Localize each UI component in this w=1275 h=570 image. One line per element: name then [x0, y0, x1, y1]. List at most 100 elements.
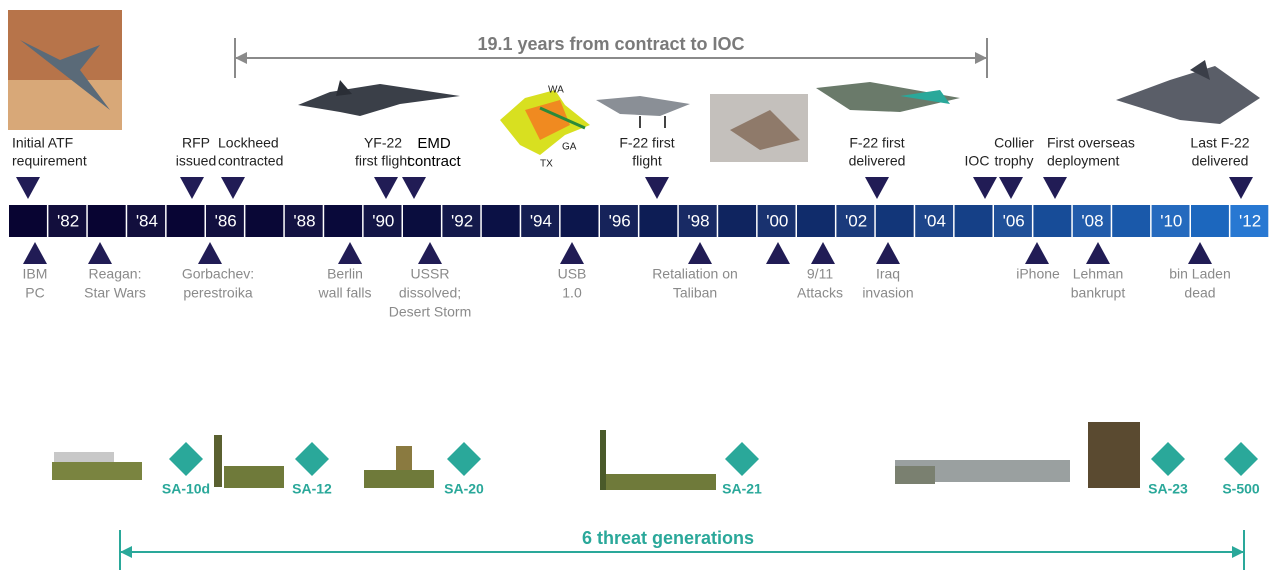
year-cell [481, 205, 520, 237]
year-cell [1072, 205, 1111, 237]
event-marker [1086, 242, 1110, 264]
event-label: bin Laden [1169, 266, 1231, 282]
year-label: '82 [57, 211, 79, 230]
year-label: '88 [293, 211, 315, 230]
year-cell [245, 205, 284, 237]
threat-label: SA-21 [722, 481, 762, 497]
event-label: PC [25, 285, 44, 301]
event-marker [221, 177, 245, 199]
event-label: dead [1184, 285, 1215, 301]
threat-marker [295, 442, 329, 476]
event-label: YF-22 [364, 135, 402, 151]
year-cell [521, 205, 560, 237]
events-below: IBM PC Reagan: Star Wars Gorbachev: perestroi… [23, 242, 1231, 320]
event-marker [973, 177, 997, 199]
year-label: '84 [136, 211, 158, 230]
year-cell [403, 205, 441, 237]
event-marker [418, 242, 442, 264]
event-label: requirement [12, 153, 87, 169]
diagram-note: WA [548, 85, 564, 96]
event-label: delivered [1192, 153, 1249, 169]
event-label: wall falls [318, 285, 372, 301]
event-label: bankrupt [1071, 285, 1126, 301]
event-label: contracted [218, 153, 283, 169]
year-cell [954, 205, 993, 237]
event-label: IBM [23, 266, 48, 282]
event-marker [88, 242, 112, 264]
event-marker [1043, 177, 1067, 199]
event-label: iPhone [1016, 266, 1060, 282]
year-cell [560, 205, 599, 237]
threat-marker [725, 442, 759, 476]
year-label: '96 [609, 211, 631, 230]
year-cell [1191, 205, 1229, 237]
year-cell [1112, 205, 1151, 237]
event-label: flight [632, 153, 662, 169]
year-label: '98 [687, 211, 709, 230]
event-label: IOC [965, 153, 990, 169]
event-marker [688, 242, 712, 264]
event-label: F-22 first [849, 135, 904, 151]
event-marker [198, 242, 222, 264]
event-label: Taliban [673, 285, 717, 301]
event-label: delivered [849, 153, 906, 169]
event-label: Iraq [876, 266, 900, 282]
image-f22-delivered [816, 82, 960, 112]
image-f22-flight [596, 96, 690, 128]
year-label: '10 [1160, 211, 1182, 230]
year-cell [639, 205, 678, 237]
image-vehicles [52, 422, 1140, 490]
event-label: Star Wars [84, 285, 146, 301]
event-label: 9/11 [807, 266, 833, 282]
year-label: '90 [372, 211, 394, 230]
threats: SA-10d SA-12 SA-20 SA-21 SA-23 S-500 [162, 442, 1260, 497]
year-label: '04 [924, 211, 946, 230]
year-cell [324, 205, 363, 237]
event-label: USB [558, 266, 587, 282]
year-label: '94 [530, 211, 552, 230]
year-label: '12 [1239, 211, 1261, 230]
event-label: perestroika [183, 285, 252, 301]
event-label: trophy [995, 153, 1034, 169]
year-cell [127, 205, 166, 237]
event-marker [560, 242, 584, 264]
image-factory [710, 94, 808, 162]
year-label: '92 [451, 211, 473, 230]
event-label: deployment [1047, 153, 1119, 169]
span-label-bg [465, 32, 757, 56]
year-cell [1033, 205, 1072, 237]
threat-marker [1151, 442, 1185, 476]
event-label: issued [176, 153, 216, 169]
event-label: Last F-22 [1190, 135, 1249, 151]
threat-label: SA-23 [1148, 481, 1188, 497]
event-marker [766, 242, 790, 264]
diagram-note: TX [540, 159, 553, 170]
year-cell [757, 205, 796, 237]
year-label: '02 [845, 211, 867, 230]
event-label: invasion [862, 285, 913, 301]
event-marker [23, 242, 47, 264]
year-cell [363, 205, 402, 237]
event-marker [374, 177, 398, 199]
event-label: first flight [355, 153, 411, 169]
year-cell [206, 205, 244, 237]
year-cell [1151, 205, 1190, 237]
threat-marker [169, 442, 203, 476]
event-label: EMD [417, 135, 451, 152]
event-label: Lockheed [218, 135, 279, 151]
span-label: 6 threat generations [582, 528, 754, 548]
event-marker [876, 242, 900, 264]
year-cell [166, 205, 205, 237]
event-marker [811, 242, 835, 264]
event-marker [1229, 177, 1253, 199]
year-label: '00 [766, 211, 788, 230]
threat-label: SA-12 [292, 481, 332, 497]
event-marker [645, 177, 669, 199]
event-label: Berlin [327, 266, 363, 282]
event-label: Gorbachev: [182, 266, 254, 282]
image-last-f22 [1116, 60, 1260, 124]
year-cell [600, 205, 638, 237]
event-label: Collier [994, 135, 1034, 151]
event-label: F-22 first [619, 135, 674, 151]
